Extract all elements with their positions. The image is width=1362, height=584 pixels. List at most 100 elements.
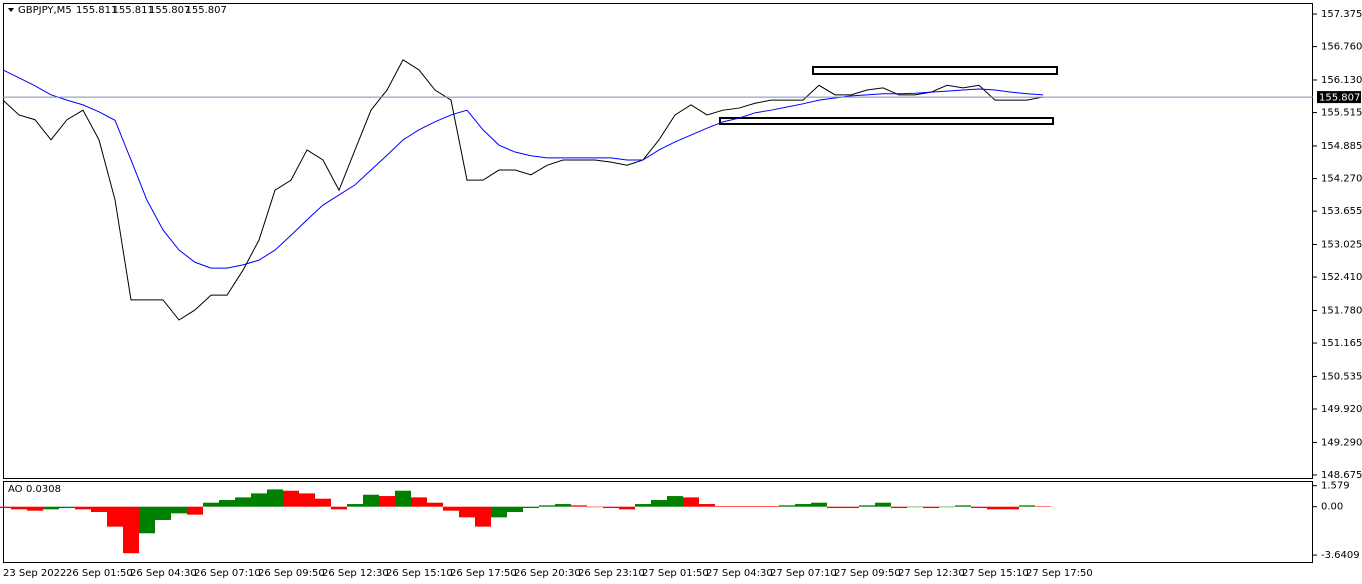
ao-bar: [987, 506, 1003, 510]
price-panel: [3, 3, 1313, 479]
ao-bar: [91, 506, 107, 513]
ao-bar: [235, 497, 251, 507]
ao-bar: [603, 506, 619, 509]
ao-bar: [571, 505, 587, 507]
ao-bar: [59, 506, 75, 509]
ao-bar: [443, 506, 459, 511]
x-tick-label: 27 Sep 09:50: [834, 568, 901, 579]
x-tick-label: 27 Sep 17:50: [1026, 568, 1093, 579]
ao-bar: [1019, 505, 1035, 507]
ao-bar: [827, 506, 843, 509]
y-tick-label: 153.655: [1321, 206, 1362, 217]
ao-bar: [139, 506, 155, 534]
ao-panel: [3, 481, 1313, 563]
ao-bar: [171, 506, 187, 514]
x-tick-label: 26 Sep 07:10: [194, 568, 261, 579]
ao-bar: [843, 506, 859, 509]
ao-bar: [347, 504, 363, 507]
ao-bar: [1003, 506, 1019, 510]
ao-bar: [747, 506, 763, 507]
ao-bar: [395, 490, 411, 507]
ao-bar: [699, 504, 715, 507]
ao-bar: [27, 506, 43, 511]
ao-bar: [379, 496, 395, 507]
range-box: [719, 117, 1054, 125]
quote: 155.807: [149, 5, 190, 16]
ao-bar: [971, 506, 987, 509]
y-tick-label: 156.760: [1321, 42, 1362, 53]
ao-bar: [523, 506, 539, 509]
range-box: [812, 66, 1058, 75]
y-tick-label: 151.780: [1321, 305, 1362, 316]
x-tick-label: 27 Sep 15:10: [962, 568, 1029, 579]
ao-bar: [267, 489, 283, 507]
ao-bar: [763, 506, 779, 507]
current-price-label: 155.807: [1319, 93, 1360, 104]
y-tick-label: 149.920: [1321, 404, 1362, 415]
ao-bar: [251, 493, 267, 507]
ao-bar: [203, 502, 219, 507]
ao-bar: [219, 500, 235, 507]
ao-bar: [459, 506, 475, 518]
ao-bar: [187, 506, 203, 515]
ao-bar: [875, 502, 891, 507]
y-tick-label: 1.579: [1321, 481, 1350, 492]
ao-bar: [331, 506, 347, 510]
ao-bar: [923, 506, 939, 509]
y-tick-label: 154.885: [1321, 141, 1362, 152]
quote: 155.811: [76, 5, 117, 16]
ao-bar: [475, 506, 491, 527]
y-tick-label: 0.00: [1321, 502, 1343, 513]
ao-bar: [555, 504, 571, 507]
x-tick-label: 26 Sep 04:30: [130, 568, 197, 579]
y-tick-label: 148.675: [1321, 470, 1362, 481]
x-tick-label: 26 Sep 09:50: [258, 568, 325, 579]
ao-bar: [891, 506, 907, 509]
ao-bar: [651, 500, 667, 507]
quote: 155.811: [113, 5, 154, 16]
ao-bar: [939, 506, 955, 508]
ao-current: 0.0308: [26, 484, 61, 495]
ao-bar: [539, 505, 555, 507]
ao-bar: [587, 506, 603, 508]
ao-bar: [299, 493, 315, 507]
x-tick-label: 23 Sep 2022: [3, 568, 66, 579]
ao-bar: [75, 506, 91, 510]
ao-bar: [123, 506, 139, 554]
price-line: [2, 59, 1044, 321]
ao-bar: [491, 506, 507, 518]
ao-bar: [955, 505, 971, 507]
x-tick-label: 26 Sep 23:10: [578, 568, 645, 579]
ao-bar: [315, 498, 331, 507]
y-tick-label: 157.375: [1321, 9, 1362, 20]
y-tick-label: 156.130: [1321, 75, 1362, 86]
ao-bar: [155, 506, 171, 520]
price-line: [2, 69, 1044, 269]
ao-bar: [795, 504, 811, 507]
quote: 155.807: [186, 5, 227, 16]
ao-bar: [411, 497, 427, 507]
x-tick-label: 26 Sep 17:50: [450, 568, 517, 579]
collapse-icon[interactable]: [8, 8, 14, 12]
symbol-title: GBPJPY,M5: [18, 5, 72, 16]
ao-bar: [859, 505, 875, 507]
ao-bar: [427, 502, 443, 507]
ao-bar: [907, 506, 923, 508]
y-tick-label: 150.535: [1321, 371, 1362, 382]
ao-title: AO: [8, 484, 23, 495]
y-tick-label: -3.6409: [1321, 550, 1360, 561]
y-tick-label: 154.270: [1321, 174, 1362, 185]
y-tick-label: 153.025: [1321, 239, 1362, 250]
x-tick-label: 27 Sep 07:10: [770, 568, 837, 579]
ao-bar: [43, 506, 59, 510]
x-tick-label: 27 Sep 01:50: [642, 568, 709, 579]
ao-bar: [363, 494, 379, 507]
ao-bar: [779, 505, 795, 507]
ao-bar: [11, 506, 27, 510]
x-tick-label: 26 Sep 20:30: [514, 568, 581, 579]
x-tick-label: 26 Sep 01:50: [66, 568, 133, 579]
ao-bar: [507, 506, 523, 513]
x-tick-label: 27 Sep 12:30: [898, 568, 965, 579]
